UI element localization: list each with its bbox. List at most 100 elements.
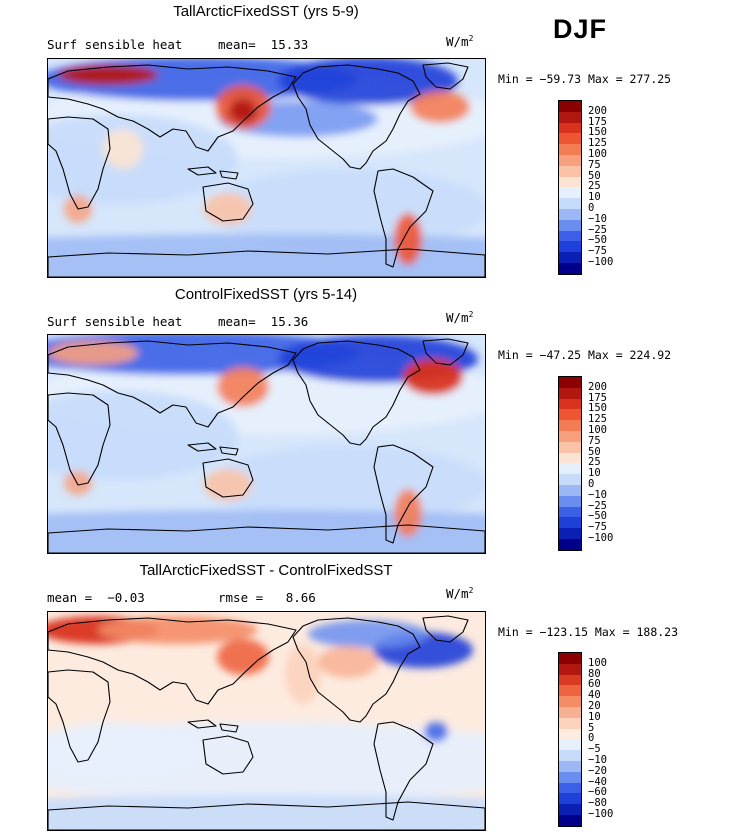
colorbar-box — [559, 431, 581, 442]
colorbar-tick-label: −40 — [588, 775, 607, 788]
units-label: W/m2 — [446, 586, 474, 602]
colorbar-tick-label: −20 — [588, 764, 607, 777]
colorbar-box — [559, 122, 581, 134]
coastline — [219, 170, 239, 180]
colorbar-box — [559, 409, 581, 421]
colorbar-tick-label: −100 — [588, 256, 614, 268]
world-map — [47, 611, 486, 831]
mean-label: mean = −0.03 — [47, 590, 145, 605]
colorbar-box — [559, 463, 581, 475]
coastline — [202, 735, 254, 775]
coastline — [48, 116, 111, 210]
units-label: W/m2 — [446, 34, 474, 50]
units-label: W/m2 — [446, 310, 474, 326]
field-region — [217, 367, 269, 407]
colorbar-tick-label: 100 — [588, 424, 607, 436]
coastline — [48, 524, 485, 553]
coastline — [219, 446, 239, 456]
colorbar-tick-label: 10 — [588, 710, 601, 723]
variable-label: Surf sensible heat — [47, 37, 183, 52]
field-region — [308, 620, 428, 648]
colorbar-tick-label: 100 — [588, 656, 607, 669]
colorbar-box — [559, 506, 581, 518]
colorbar-box — [559, 133, 581, 145]
field-region — [48, 795, 485, 830]
colorbar-box — [559, 804, 581, 815]
colorbar-tick-label: 100 — [588, 148, 607, 160]
colorbar-box — [559, 717, 581, 729]
variable-label: Surf sensible heat — [47, 314, 183, 329]
colorbar-box — [559, 165, 581, 177]
field-region — [278, 59, 458, 105]
field-region — [48, 510, 485, 553]
colorbar-tick-label: 10 — [588, 467, 601, 480]
colorbar-tick-label: 0 — [588, 202, 595, 214]
colorbar-tick-label: 125 — [588, 137, 607, 150]
coastline — [292, 64, 421, 170]
colorbar-tick-label: 50 — [588, 169, 601, 182]
colorbar-tick-label: −5 — [588, 743, 601, 756]
colorbar-tick-label: 50 — [588, 445, 601, 458]
colorbar-box — [559, 176, 581, 188]
colorbar-box — [559, 750, 581, 761]
mean-label: mean= 15.36 — [218, 314, 309, 329]
colorbar-tick-label: −80 — [588, 797, 607, 810]
colorbar-tick-label: 175 — [588, 391, 607, 404]
field-region — [229, 99, 257, 123]
colorbar-box — [559, 539, 581, 550]
colorbar-tick-label: −25 — [588, 499, 607, 512]
world-map — [47, 334, 486, 554]
coastline — [202, 458, 254, 498]
min-max-label: Min = −47.25 Max = 224.92 — [498, 348, 672, 362]
season-label: DJF — [553, 14, 608, 44]
colorbar-box — [559, 739, 581, 751]
colorbar-tick-label: −10 — [588, 488, 607, 501]
coastlines — [48, 338, 485, 553]
coastline — [187, 719, 217, 729]
field-region — [48, 390, 238, 480]
colorbar-box — [559, 782, 581, 794]
field-region — [403, 359, 463, 395]
colorbar-tick-label: −75 — [588, 521, 607, 534]
colorbar-box — [559, 252, 581, 263]
colorbar-tick-label: 175 — [588, 115, 607, 128]
colorbar-tick-label: 25 — [588, 456, 601, 469]
colorbar — [558, 376, 582, 551]
field-region — [98, 616, 258, 644]
colorbar-box — [559, 674, 581, 686]
colorbar-tick-label: 10 — [588, 191, 601, 204]
colorbar-tick-label: −25 — [588, 223, 607, 236]
colorbar-box — [559, 111, 581, 123]
min-max-label: Min = −123.15 Max = 188.23 — [498, 625, 679, 639]
coastline — [48, 669, 111, 763]
colorbar-box — [559, 209, 581, 220]
map-canvas — [48, 59, 485, 277]
field-region — [58, 65, 158, 85]
colorbar-box — [559, 398, 581, 410]
colorbar-box — [559, 198, 581, 209]
colorbar-tick-label: 75 — [588, 158, 601, 171]
colorbar-tick-label: −10 — [588, 212, 607, 225]
coastline — [422, 62, 469, 90]
colorbar-box — [559, 663, 581, 675]
field-region — [285, 644, 321, 704]
colorbar — [558, 652, 582, 827]
colorbar-box — [559, 815, 581, 826]
field-region — [410, 91, 470, 123]
coastline — [187, 166, 217, 176]
colorbar-tick-label: 40 — [588, 689, 601, 702]
coastline — [373, 444, 434, 544]
coastline — [202, 182, 254, 222]
coastline — [373, 168, 434, 268]
colorbar-box — [559, 528, 581, 539]
coastline — [48, 340, 297, 428]
world-map — [47, 58, 486, 278]
colorbar-box — [559, 495, 581, 507]
field-contours — [48, 59, 485, 277]
colorbar-box — [559, 653, 581, 664]
colorbar-tick-label: 200 — [588, 380, 607, 393]
field-region — [424, 722, 448, 742]
field-region — [394, 489, 422, 537]
colorbar-box — [559, 485, 581, 496]
colorbar-box — [559, 771, 581, 783]
